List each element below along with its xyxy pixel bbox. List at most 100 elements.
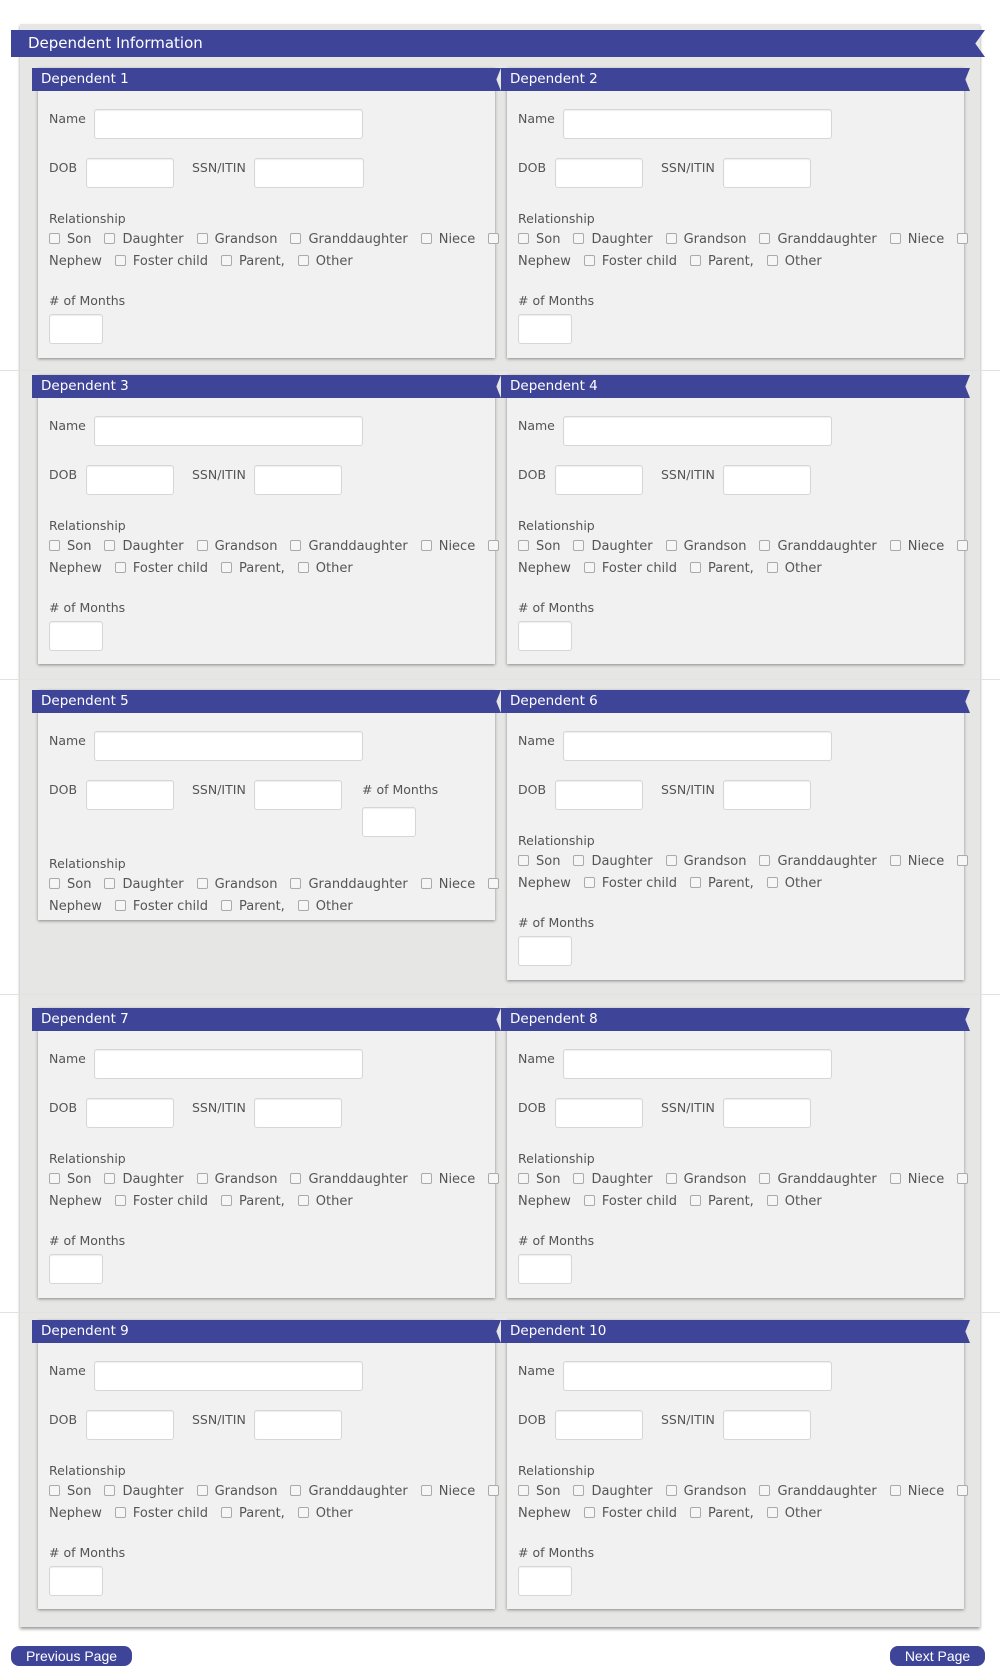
checkbox-other[interactable] [297,562,309,573]
checkbox-niece[interactable] [889,855,901,866]
checkbox-son[interactable] [49,1173,60,1184]
checkbox-niece[interactable] [420,1485,432,1496]
checkbox-parent[interactable] [221,562,233,573]
name-input[interactable] [563,109,832,139]
checkbox-foster-child[interactable] [114,1507,126,1518]
name-input[interactable] [94,1049,363,1079]
checkbox-foster-child[interactable] [583,877,595,888]
checkbox-parent[interactable] [221,1507,233,1518]
checkbox-foster-child[interactable] [583,562,595,573]
dob-input[interactable] [555,1098,643,1128]
checkbox-niece[interactable] [420,878,432,889]
checkbox-granddaughter[interactable] [290,233,302,244]
checkbox-foster-child[interactable] [114,255,126,266]
checkbox-granddaughter[interactable] [290,540,302,551]
checkbox-son[interactable] [49,233,60,244]
checkbox-granddaughter[interactable] [290,878,302,889]
checkbox-grandson[interactable] [665,855,677,866]
checkbox-daughter[interactable] [104,1173,116,1184]
checkbox-parent[interactable] [221,255,233,266]
months-input[interactable] [518,621,572,651]
checkbox-other[interactable] [766,1195,778,1206]
checkbox-son[interactable] [49,1485,60,1496]
name-input[interactable] [94,1361,363,1391]
checkbox-parent[interactable] [690,1507,702,1518]
name-input[interactable] [94,731,363,761]
months-input[interactable] [362,807,416,837]
checkbox-son[interactable] [518,1173,529,1184]
months-input[interactable] [49,1566,103,1596]
checkbox-grandson[interactable] [196,233,208,244]
checkbox-other[interactable] [766,255,778,266]
ssn-input[interactable] [254,158,364,188]
checkbox-daughter[interactable] [573,855,585,866]
checkbox-parent[interactable] [690,255,702,266]
checkbox-son[interactable] [49,878,60,889]
checkbox-nephew[interactable] [488,540,500,551]
checkbox-other[interactable] [766,562,778,573]
dob-input[interactable] [86,1098,174,1128]
checkbox-other[interactable] [297,1507,309,1518]
checkbox-niece[interactable] [889,540,901,551]
checkbox-other[interactable] [297,1195,309,1206]
checkbox-daughter[interactable] [104,540,116,551]
checkbox-grandson[interactable] [665,233,677,244]
ssn-input[interactable] [723,465,811,495]
checkbox-niece[interactable] [889,1173,901,1184]
checkbox-nephew[interactable] [488,1173,500,1184]
checkbox-son[interactable] [49,540,60,551]
checkbox-granddaughter[interactable] [759,855,771,866]
dob-input[interactable] [555,158,643,188]
months-input[interactable] [49,1254,103,1284]
checkbox-niece[interactable] [420,233,432,244]
checkbox-daughter[interactable] [104,878,116,889]
checkbox-nephew[interactable] [488,233,500,244]
checkbox-grandson[interactable] [196,1485,208,1496]
ssn-input[interactable] [254,1410,342,1440]
checkbox-parent[interactable] [221,900,233,911]
checkbox-nephew[interactable] [957,1173,969,1184]
checkbox-grandson[interactable] [665,1173,677,1184]
months-input[interactable] [518,314,572,344]
checkbox-grandson[interactable] [196,1173,208,1184]
checkbox-granddaughter[interactable] [759,233,771,244]
months-input[interactable] [49,314,103,344]
ssn-input[interactable] [723,1098,811,1128]
checkbox-nephew[interactable] [957,1485,969,1496]
checkbox-granddaughter[interactable] [759,1485,771,1496]
checkbox-daughter[interactable] [573,233,585,244]
checkbox-nephew[interactable] [957,855,969,866]
ssn-input[interactable] [723,1410,811,1440]
checkbox-foster-child[interactable] [583,1195,595,1206]
checkbox-nephew[interactable] [488,878,500,889]
checkbox-nephew[interactable] [957,233,969,244]
checkbox-daughter[interactable] [573,540,585,551]
checkbox-grandson[interactable] [196,540,208,551]
previous-page-button[interactable]: Previous Page [11,1646,132,1666]
months-input[interactable] [518,1254,572,1284]
ssn-input[interactable] [254,1098,342,1128]
checkbox-niece[interactable] [889,1485,901,1496]
checkbox-daughter[interactable] [573,1485,585,1496]
checkbox-grandson[interactable] [665,1485,677,1496]
checkbox-niece[interactable] [420,540,432,551]
checkbox-other[interactable] [297,255,309,266]
checkbox-son[interactable] [518,855,529,866]
checkbox-foster-child[interactable] [114,1195,126,1206]
name-input[interactable] [563,1361,832,1391]
checkbox-daughter[interactable] [104,233,116,244]
name-input[interactable] [563,416,832,446]
checkbox-daughter[interactable] [104,1485,116,1496]
ssn-input[interactable] [723,158,811,188]
checkbox-grandson[interactable] [196,878,208,889]
checkbox-foster-child[interactable] [583,1507,595,1518]
checkbox-son[interactable] [518,540,529,551]
name-input[interactable] [563,1049,832,1079]
checkbox-foster-child[interactable] [114,900,126,911]
dob-input[interactable] [555,1410,643,1440]
checkbox-parent[interactable] [690,562,702,573]
name-input[interactable] [94,109,363,139]
checkbox-other[interactable] [766,1507,778,1518]
next-page-button[interactable]: Next Page [890,1646,985,1666]
checkbox-granddaughter[interactable] [290,1173,302,1184]
